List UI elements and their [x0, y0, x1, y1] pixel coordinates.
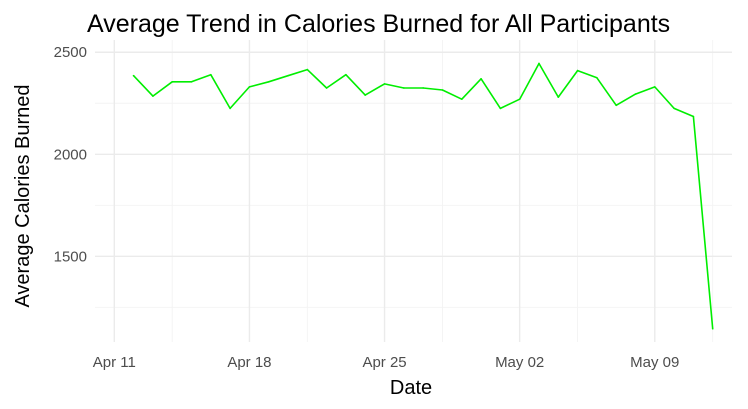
data-point [576, 69, 579, 72]
data-point [538, 62, 540, 65]
data-point [653, 86, 656, 88]
data-point [383, 83, 386, 85]
data-point [441, 89, 444, 91]
data-point [229, 107, 231, 110]
data-point [132, 74, 135, 77]
x-tick-label: Apr 11 [93, 354, 136, 371]
series-layer [132, 62, 714, 330]
data-point [692, 115, 695, 118]
y-axis-title: Average Calories Burned [12, 84, 34, 307]
y-tick-label: 2000 [54, 146, 87, 163]
data-point [171, 81, 174, 83]
x-tick-label: May 09 [630, 354, 679, 371]
data-point [267, 81, 270, 83]
data-point [190, 81, 193, 83]
data-point [596, 76, 598, 79]
data-point [210, 73, 212, 76]
data-point [711, 327, 714, 330]
data-point [460, 98, 463, 100]
data-point [499, 107, 502, 110]
data-point [403, 87, 405, 89]
data-point [422, 87, 424, 89]
x-tick-label: Apr 18 [227, 354, 271, 371]
y-tick-label: 1500 [54, 248, 87, 265]
x-axis-title: Date [390, 377, 432, 399]
chart-title: Average Trend in Calories Burned for All… [87, 10, 670, 38]
data-point [306, 68, 309, 71]
x-tick-label: May 02 [495, 354, 544, 371]
data-point [480, 77, 482, 80]
data-point [287, 74, 289, 77]
data-point [673, 107, 675, 110]
data-point [248, 86, 251, 88]
data-point [364, 94, 367, 96]
data-point [634, 93, 637, 95]
data-point [345, 73, 347, 76]
data-point [152, 95, 154, 97]
data-point [325, 87, 328, 89]
grid-layer [95, 40, 732, 342]
y-tick-label: 2500 [54, 44, 87, 61]
tick-label-layer: 1500 2000 2500 Apr 11 Apr 18 Apr 25 May 02 May … [54, 44, 680, 371]
x-tick-label: Apr 25 [362, 354, 406, 371]
data-point [615, 104, 617, 107]
data-point [557, 96, 560, 98]
data-point [518, 98, 521, 100]
